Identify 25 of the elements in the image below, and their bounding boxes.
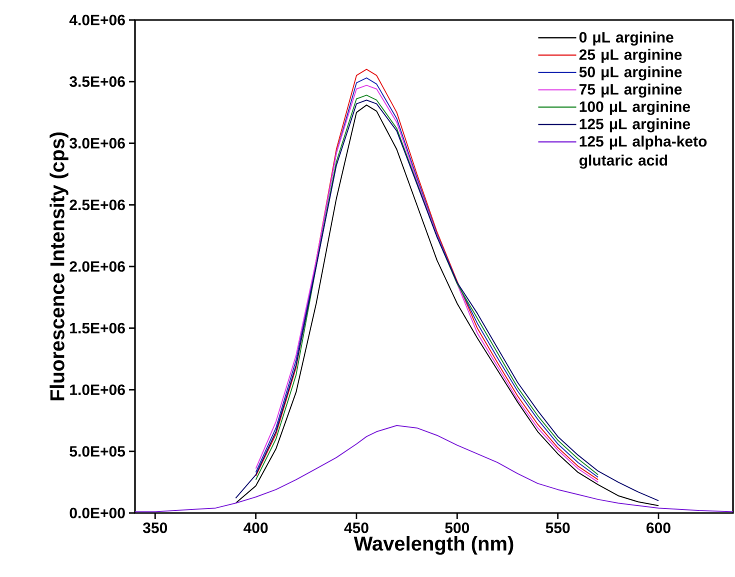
x-tick-label: 400	[244, 522, 268, 534]
line-series	[134, 424, 734, 512]
x-tick-label: 350	[142, 522, 168, 534]
legend-label: 100 μL arginine	[580, 100, 690, 116]
y-axis-title: Fluorescence Intensity (cps)	[50, 132, 68, 400]
y-tick-label: 3.0E+06	[70, 138, 125, 149]
y-tick-label: 1.0E+06	[70, 384, 125, 396]
x-tick-label: 450	[344, 522, 368, 534]
y-tick-label: 1.5E+06	[70, 322, 125, 334]
y-tick-label: 0.0E+00	[70, 508, 125, 518]
legend-label: 75 μL arginine	[579, 84, 682, 98]
y-tick-label: 2.5E+06	[70, 200, 125, 210]
x-tick-label: 500	[445, 522, 470, 534]
legend-label: 0 μL arginine	[579, 32, 674, 46]
x-tick-label: 550	[546, 522, 570, 534]
y-tick-label: 5.0E+05	[70, 446, 126, 457]
legend-label: 25 μL arginine	[579, 48, 682, 63]
legend-label: 50 μL arginine	[579, 66, 682, 80]
y-tick-label: 2.0E+06	[70, 261, 125, 272]
y-tick-label: 3.5E+06	[70, 76, 125, 87]
x-axis-title: Wavelength (nm)	[354, 536, 514, 555]
legend-label: 125 μL alpha-keto glutaric acid	[579, 136, 707, 169]
legend-label: 125 μL arginine	[580, 118, 690, 132]
x-tick-label: 600	[646, 522, 670, 534]
y-tick-label: 4.0E+06	[69, 14, 125, 26]
